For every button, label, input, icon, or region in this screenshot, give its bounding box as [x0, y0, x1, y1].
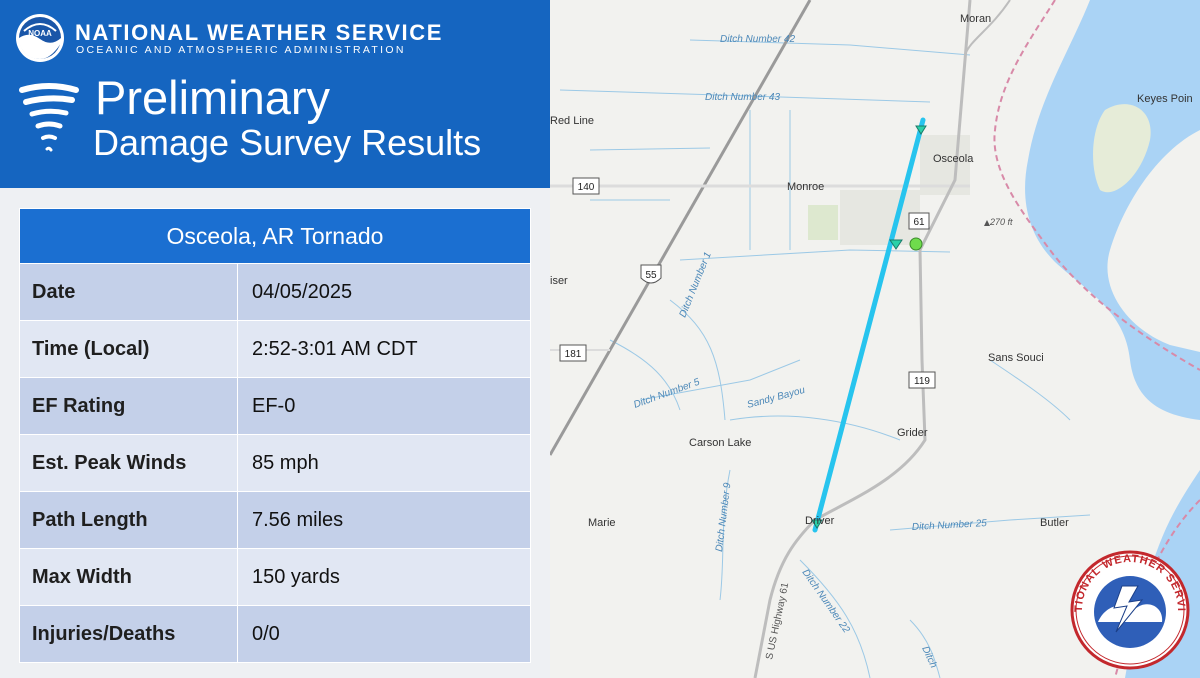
- table-row: Injuries/Deaths 0/0: [19, 605, 531, 663]
- page-title: Preliminary: [95, 71, 331, 124]
- info-panel: NOAA NATIONAL WEATHER SERVICE OCEANIC AN…: [0, 0, 550, 678]
- place-label: Sans Souci: [988, 352, 1044, 364]
- place-label: Marie: [588, 517, 616, 529]
- place-label: Butler: [1040, 517, 1069, 529]
- shield-hwy181: 181: [559, 344, 587, 362]
- row-label: Time (Local): [19, 320, 238, 378]
- elevation-label: 270 ft: [989, 217, 1013, 227]
- waterway-label: Ditch Number 25: [912, 518, 988, 533]
- shield-hwy119: 119: [908, 371, 936, 389]
- park-area: [808, 205, 838, 240]
- row-label: EF Rating: [19, 377, 238, 435]
- track-start-marker-icon[interactable]: [915, 125, 927, 135]
- place-label: Red Line: [550, 115, 594, 127]
- row-value: 2:52-3:01 AM CDT: [237, 320, 531, 378]
- row-value: 0/0: [237, 605, 531, 663]
- shield-hwy61: 61: [908, 212, 930, 230]
- survey-table: Osceola, AR Tornado Date 04/05/2025 Time…: [19, 208, 531, 663]
- peak-icon: [984, 220, 990, 226]
- row-label: Path Length: [19, 491, 238, 549]
- row-label: Max Width: [19, 548, 238, 606]
- agency-name: NATIONAL WEATHER SERVICE: [75, 20, 444, 45]
- noaa-logo-text: NOAA: [28, 29, 52, 38]
- place-label: Driver: [805, 515, 835, 527]
- town-area: [840, 190, 920, 245]
- row-value: 04/05/2025: [237, 263, 531, 321]
- roads: [550, 0, 1011, 678]
- table-heading: Osceola, AR Tornado: [19, 208, 531, 264]
- table-row: Time (Local) 2:52-3:01 AM CDT: [19, 320, 531, 378]
- shield-hwy140: 140: [572, 177, 600, 195]
- page-subtitle: Damage Survey Results: [93, 122, 482, 163]
- table-row: Path Length 7.56 miles: [19, 491, 531, 549]
- waterway-label: Ditch Number 43: [705, 92, 780, 103]
- row-label: Date: [19, 263, 238, 321]
- row-value: EF-0: [237, 377, 531, 435]
- place-label: Carson Lake: [689, 437, 751, 449]
- map-canvas[interactable]: 140 61 55 181 119 Moran Keyes Poin Red L…: [550, 0, 1200, 678]
- place-label: Keyes Poin: [1137, 93, 1193, 105]
- noaa-logo-icon: NOAA: [16, 14, 64, 62]
- place-label: Osceola: [933, 153, 974, 165]
- place-label: Grider: [897, 427, 928, 439]
- header-banner: NOAA NATIONAL WEATHER SERVICE OCEANIC AN…: [0, 0, 550, 188]
- shield-label: 140: [578, 182, 595, 193]
- place-label: Moran: [960, 13, 991, 25]
- ditches: [559, 39, 1091, 678]
- shield-i55: 55: [640, 264, 662, 284]
- waterway-label: Ditch Number 42: [720, 34, 795, 45]
- row-value: 85 mph: [237, 434, 531, 492]
- table-row: EF Rating EF-0: [19, 377, 531, 435]
- place-label: Monroe: [787, 181, 824, 193]
- table-header-row: Osceola, AR Tornado: [19, 208, 531, 264]
- river: [1025, 0, 1200, 420]
- river-sandbar: [1093, 104, 1151, 193]
- tornado-track-map[interactable]: 140 61 55 181 119 Moran Keyes Poin Red L…: [550, 0, 1200, 678]
- row-label: Injuries/Deaths: [19, 605, 238, 663]
- table-row: Date 04/05/2025: [19, 263, 531, 321]
- track-marker-icon[interactable]: [889, 239, 903, 250]
- shield-label: 61: [913, 217, 925, 228]
- levee-line: [993, 0, 1200, 371]
- shield-label: 119: [914, 376, 930, 387]
- lightning-icon: [1113, 585, 1144, 633]
- sub-agency-name: OCEANIC AND ATMOSPHERIC ADMINISTRATION: [76, 44, 406, 56]
- damage-point-icon[interactable]: [909, 237, 923, 251]
- tornado-icon: [19, 83, 79, 152]
- table-row: Est. Peak Winds 85 mph: [19, 434, 531, 492]
- shield-label: 181: [565, 349, 582, 360]
- row-value: 7.56 miles: [237, 491, 531, 549]
- shield-label: 55: [645, 270, 657, 281]
- row-value: 150 yards: [237, 548, 531, 606]
- tornado-track: [812, 117, 926, 533]
- track-end-marker-icon[interactable]: [811, 519, 823, 529]
- place-label: iser: [550, 275, 568, 287]
- row-label: Est. Peak Winds: [19, 434, 238, 492]
- table-row: Max Width 150 yards: [19, 548, 531, 606]
